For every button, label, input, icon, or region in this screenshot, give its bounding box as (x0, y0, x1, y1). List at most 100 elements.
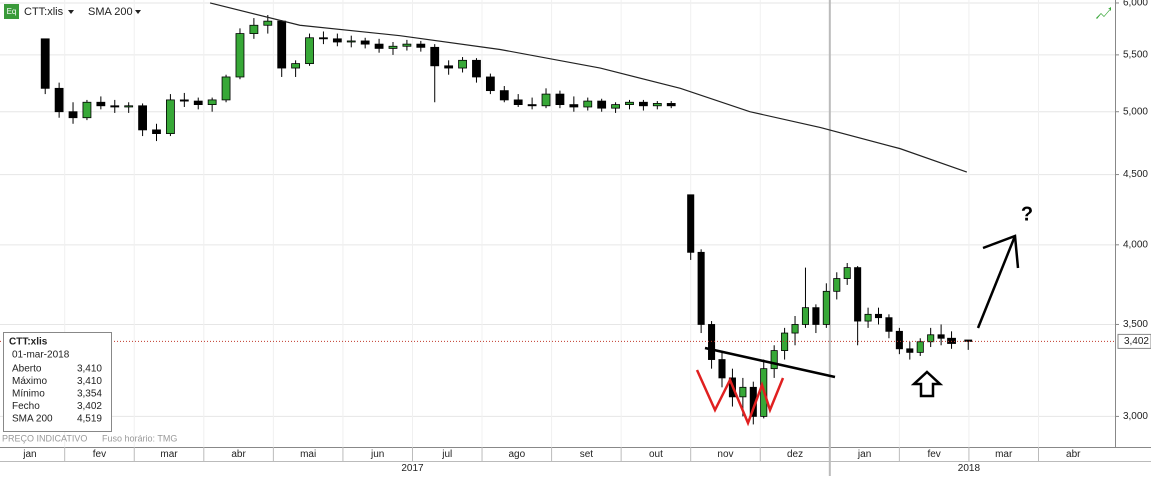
candle-body (964, 339, 973, 342)
indicator-label[interactable]: SMA 200 (88, 6, 133, 18)
x-tick-label: out (649, 449, 663, 460)
candle-body (687, 194, 695, 253)
x-tick-label: fev (927, 449, 940, 460)
candle-body (791, 324, 799, 334)
y-tick-label: 3,500 (1123, 319, 1148, 330)
y-tick-label: 3,000 (1123, 411, 1148, 422)
candle-body (611, 104, 620, 109)
icon-text: Eq (7, 7, 17, 16)
info-label: Máximo (12, 376, 47, 387)
candle-body (569, 104, 579, 108)
annotation-up-arrow (910, 370, 944, 398)
x-tick-label: abr (1066, 449, 1081, 460)
candle-body (152, 129, 161, 134)
candle-body (430, 46, 440, 67)
candle-body (513, 99, 523, 106)
candle-body (927, 334, 935, 343)
candle-body (652, 103, 662, 107)
x-tick-label: nov (717, 449, 733, 460)
x-tick-label: mai (300, 449, 316, 460)
x-tick-label: ago (508, 449, 525, 460)
candle-body (801, 307, 810, 325)
y-tick-label: 4,000 (1123, 239, 1148, 250)
candle-body (812, 307, 820, 325)
info-date: 01-mar-2018 (12, 350, 70, 361)
last-price-box (1117, 333, 1151, 349)
candle-body (937, 334, 945, 339)
info-label: Mínimo (12, 389, 45, 400)
candle-body (906, 348, 914, 353)
candle-body (739, 386, 747, 398)
candle-body (718, 359, 726, 379)
candle-body (207, 99, 217, 106)
info-title: CTT:xlis (9, 337, 48, 348)
candle-body (221, 76, 231, 101)
x-tick-label: mar (995, 449, 1013, 460)
dropdown-caret[interactable] (68, 10, 74, 14)
candle-body (583, 100, 593, 108)
candle-body (179, 99, 189, 102)
candle-body (472, 59, 481, 78)
candle-body (305, 37, 314, 65)
candle-body (193, 100, 203, 106)
x-tick-label: jun (370, 449, 384, 460)
symbol-label[interactable]: CTT:xlis (24, 6, 64, 18)
symbol-icon[interactable] (4, 4, 19, 19)
y-tick-label: 5,500 (1123, 50, 1148, 61)
candle-body (485, 76, 495, 92)
x-tick-label: mar (160, 449, 178, 460)
x-tick-label: jan (22, 449, 36, 460)
marks: 3,402 (0, 2, 1151, 425)
info-value: 3,410 (77, 364, 102, 375)
info-rows: Aberto 3,410 Máximo 3,410 Mínimo 3,354 Fecho 3,… (12, 364, 102, 425)
year-label: 2017 (401, 463, 424, 474)
candle-body (527, 104, 537, 107)
candle-body (916, 341, 924, 353)
candle-body (54, 87, 64, 113)
candle-body (346, 40, 356, 43)
candle-body (639, 101, 648, 107)
candle-body (360, 40, 370, 45)
candle-body (40, 38, 50, 89)
candle-body (249, 24, 259, 34)
annotation-arrow (976, 235, 1017, 329)
y-tick-label: 5,000 (1123, 106, 1148, 117)
candle-body (770, 350, 778, 370)
candle-body (458, 59, 467, 69)
info-value: 4,519 (77, 414, 102, 425)
year-label: 2018 (958, 463, 981, 474)
candle-body (402, 43, 412, 47)
annotation-w (695, 369, 785, 427)
info-value: 3,354 (77, 389, 102, 400)
candle-body (82, 101, 92, 119)
dropdown-caret[interactable] (135, 10, 141, 14)
candle-body (666, 103, 676, 107)
footer-timezone: Fuso horário: TMG (102, 433, 177, 443)
x-tick-label: dez (787, 449, 803, 460)
x-tick-label: fev (93, 449, 106, 460)
candle-body (874, 313, 883, 319)
candle-body (833, 278, 841, 292)
candle-body (947, 337, 956, 344)
candle-body (138, 105, 147, 131)
info-box: CTT:xlis 01-mar-2018 Aberto 3,410 Máximo 3,… (3, 332, 112, 432)
candle-body (864, 313, 872, 322)
annotation-question: ? (1021, 203, 1033, 225)
candle-body (263, 20, 273, 26)
candle-body (781, 332, 789, 351)
candle-body (843, 267, 851, 279)
candle-body (68, 111, 78, 119)
x-tick-label: set (580, 449, 594, 460)
candle-body (499, 90, 509, 101)
candle-body (388, 45, 398, 49)
info-label: Fecho (12, 401, 40, 412)
candle-body (625, 101, 634, 106)
candle-body (332, 38, 342, 43)
trend-icon[interactable] (1096, 7, 1111, 19)
last-price-label: 3,402 (1124, 336, 1149, 347)
y-tick-label: 4,500 (1123, 169, 1148, 180)
annotation-neckline (704, 346, 836, 379)
